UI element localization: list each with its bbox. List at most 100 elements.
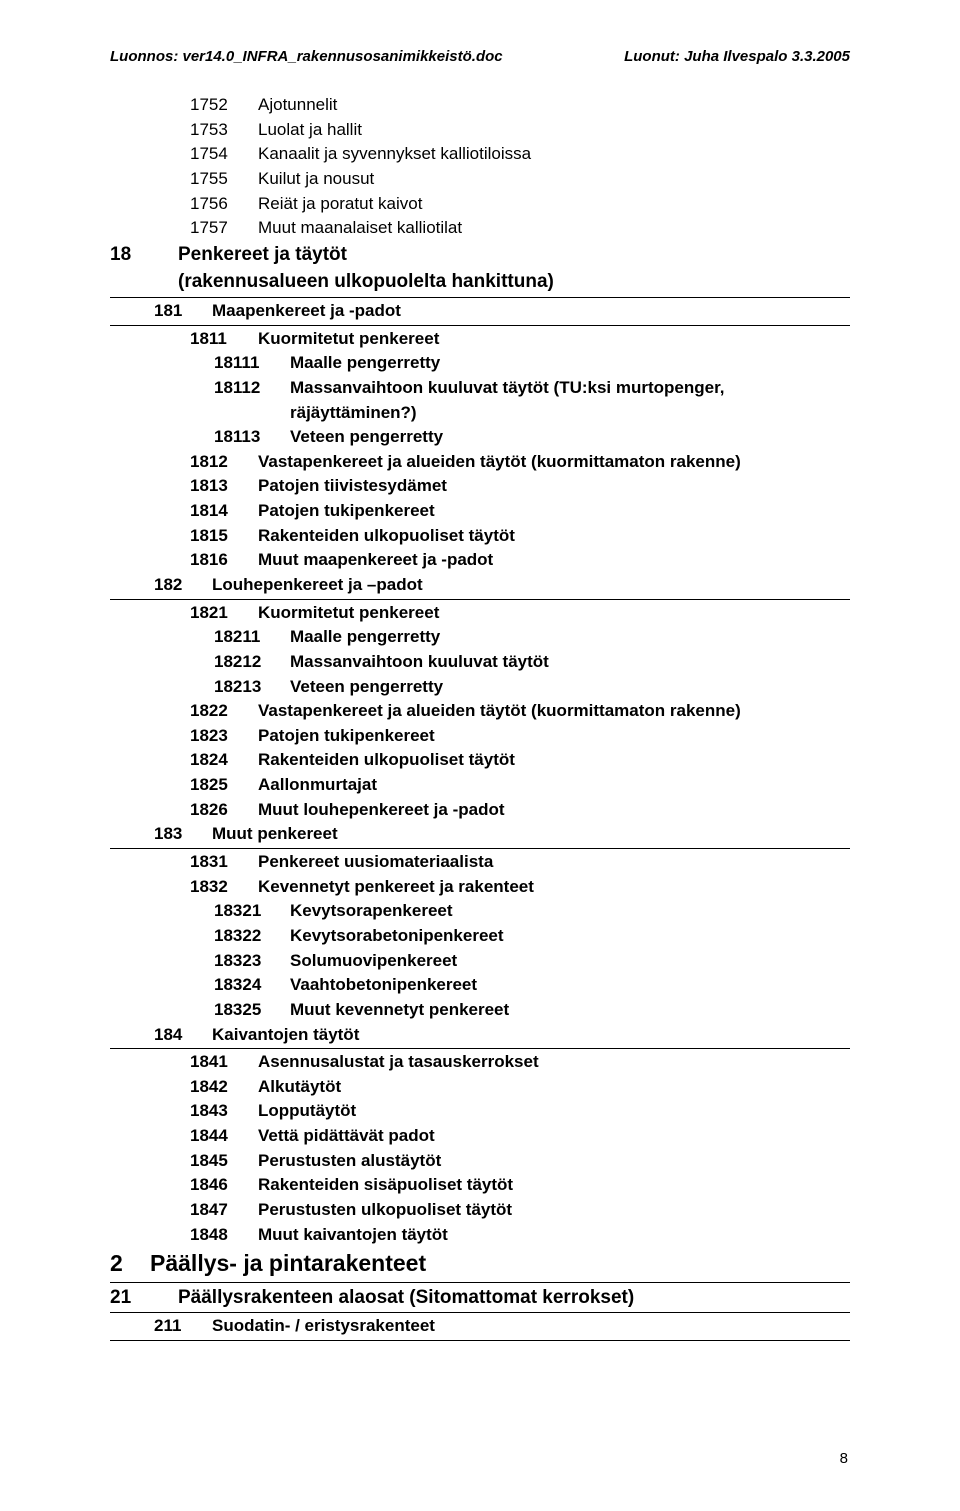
outline-row-continuation: räjäyttäminen?) <box>110 401 850 426</box>
row-label: Vettä pidättävät padot <box>258 1126 435 1145</box>
header-left: Luonnos: ver14.0_INFRA_rakennusosanimikk… <box>110 48 503 65</box>
outline-row: 1753Luolat ja hallit <box>110 118 850 143</box>
row-label: Maalle pengerretty <box>290 627 440 646</box>
row-label: Veteen pengerretty <box>290 427 443 446</box>
outline-row: 2Päällys- ja pintarakenteet <box>110 1247 850 1282</box>
row-label: Penkereet uusiomateriaalista <box>258 852 493 871</box>
outline-row: 1848Muut kaivantojen täytöt <box>110 1223 850 1248</box>
row-label: Kevytsorapenkereet <box>290 901 453 920</box>
row-code: 1824 <box>190 748 258 773</box>
outline-row: 1755Kuilut ja nousut <box>110 167 850 192</box>
outline-row: 1816Muut maapenkereet ja -padot <box>110 548 850 573</box>
outline-row: 1841Asennusalustat ja tasauskerrokset <box>110 1050 850 1075</box>
outline-row: 18113Veteen pengerretty <box>110 425 850 450</box>
row-code: 18325 <box>214 998 290 1023</box>
row-label: Patojen tiivistesydämet <box>258 476 447 495</box>
outline-row: 1825Aallonmurtajat <box>110 773 850 798</box>
outline-row: 1843Lopputäytöt <box>110 1099 850 1124</box>
row-label: Lopputäytöt <box>258 1101 356 1120</box>
row-code: 1815 <box>190 524 258 549</box>
row-code: 1843 <box>190 1099 258 1124</box>
outline-row: 18324Vaahtobetonipenkereet <box>110 973 850 998</box>
outline-row: 1756Reiät ja poratut kaivot <box>110 192 850 217</box>
document-header: Luonnos: ver14.0_INFRA_rakennusosanimikk… <box>110 48 850 65</box>
row-code: 21 <box>110 1284 178 1312</box>
row-code: 18211 <box>214 625 290 650</box>
document-page: Luonnos: ver14.0_INFRA_rakennusosanimikk… <box>0 0 960 1511</box>
row-code: 18212 <box>214 650 290 675</box>
row-label: Kuormitetut penkereet <box>258 603 439 622</box>
outline-row: 18212Massanvaihtoon kuuluvat täytöt <box>110 650 850 675</box>
row-label: Muut maapenkereet ja -padot <box>258 550 493 569</box>
row-code: 18321 <box>214 899 290 924</box>
row-label: Louhepenkereet ja –padot <box>212 575 423 594</box>
row-label: Muut penkereet <box>212 824 338 843</box>
row-code: 1831 <box>190 850 258 875</box>
outline-row: 18321Kevytsorapenkereet <box>110 899 850 924</box>
row-label: Perustusten alustäytöt <box>258 1151 441 1170</box>
row-label: Massanvaihtoon kuuluvat täytöt (TU:ksi m… <box>290 378 725 397</box>
outline-row: 1847Perustusten ulkopuoliset täytöt <box>110 1198 850 1223</box>
row-label: Alkutäytöt <box>258 1077 341 1096</box>
header-right: Luonut: Juha Ilvespalo 3.3.2005 <box>624 48 850 65</box>
row-code: 1832 <box>190 875 258 900</box>
row-label: Rakenteiden sisäpuoliset täytöt <box>258 1175 513 1194</box>
row-label: Massanvaihtoon kuuluvat täytöt <box>290 652 549 671</box>
row-code: 18322 <box>214 924 290 949</box>
row-label: Veteen pengerretty <box>290 677 443 696</box>
row-label: Muut kaivantojen täytöt <box>258 1225 448 1244</box>
outline-row: 1821Kuormitetut penkereet <box>110 601 850 626</box>
outline-row: 1831Penkereet uusiomateriaalista <box>110 850 850 875</box>
row-code: 18 <box>110 241 178 269</box>
row-label: Asennusalustat ja tasauskerrokset <box>258 1052 539 1071</box>
document-body: 1752Ajotunnelit 1753Luolat ja hallit1754K… <box>110 93 850 1341</box>
outline-row: 211Suodatin- / eristysrakenteet <box>110 1314 850 1341</box>
row-label: Aallonmurtajat <box>258 775 377 794</box>
row-label: Vaahtobetonipenkereet <box>290 975 477 994</box>
outline-row: 182Louhepenkereet ja –padot <box>110 573 850 600</box>
row-code: 1825 <box>190 773 258 798</box>
row-label: Muut louhepenkereet ja -padot <box>258 800 505 819</box>
row-code: 1755 <box>190 167 258 192</box>
outline-row: 1826Muut louhepenkereet ja -padot <box>110 798 850 823</box>
row-label: Maalle pengerretty <box>290 353 440 372</box>
row-code: 1811 <box>190 327 258 352</box>
row-code: 1842 <box>190 1075 258 1100</box>
row-code: 1822 <box>190 699 258 724</box>
row-code: 1812 <box>190 450 258 475</box>
outline-row: 1757Muut maanalaiset kalliotilat <box>110 216 850 241</box>
row-code: 18213 <box>214 675 290 700</box>
row-label: Ajotunnelit <box>258 95 337 114</box>
row-code: 1757 <box>190 216 258 241</box>
outline-row: 1846Rakenteiden sisäpuoliset täytöt <box>110 1173 850 1198</box>
row-code: 1813 <box>190 474 258 499</box>
row-code: 1752 <box>190 93 258 118</box>
row-label-continuation: (rakennusalueen ulkopuolelta hankittuna) <box>110 271 554 292</box>
outline-row: 1822Vastapenkereet ja alueiden täytöt (k… <box>110 699 850 724</box>
outline-row: 18112Massanvaihtoon kuuluvat täytöt (TU:… <box>110 376 850 401</box>
row-label: Rakenteiden ulkopuoliset täytöt <box>258 526 515 545</box>
row-label: Maapenkereet ja -padot <box>212 301 401 320</box>
outline-row: 1823Patojen tukipenkereet <box>110 724 850 749</box>
outline-row: 183Muut penkereet <box>110 822 850 849</box>
row-label: Kanaalit ja syvennykset kalliotiloissa <box>258 144 531 163</box>
outline-row: 1845Perustusten alustäytöt <box>110 1149 850 1174</box>
row-label: Vastapenkereet ja alueiden täytöt (kuorm… <box>258 701 741 720</box>
row-code: 184 <box>154 1023 212 1048</box>
row-label: Kuilut ja nousut <box>258 169 374 188</box>
outline-row: 18213Veteen pengerretty <box>110 675 850 700</box>
outline-row: 18323Solumuovipenkereet <box>110 949 850 974</box>
row-code: 1844 <box>190 1124 258 1149</box>
row-label-continuation: räjäyttäminen?) <box>214 403 417 422</box>
outline-row: 1811Kuormitetut penkereet <box>110 327 850 352</box>
row-label: Päällysrakenteen alaosat (Sitomattomat k… <box>178 1287 634 1308</box>
row-code: 2 <box>110 1247 150 1280</box>
row-code: 18324 <box>214 973 290 998</box>
row-code: 1826 <box>190 798 258 823</box>
outline-row: 1754Kanaalit ja syvennykset kalliotilois… <box>110 142 850 167</box>
row-code: 211 <box>154 1314 212 1339</box>
outline-row: 184Kaivantojen täytöt <box>110 1023 850 1050</box>
row-label: Reiät ja poratut kaivot <box>258 194 422 213</box>
outline-row: 21Päällysrakenteen alaosat (Sitomattomat… <box>110 1284 850 1314</box>
row-label: Muut kevennetyt penkereet <box>290 1000 509 1019</box>
